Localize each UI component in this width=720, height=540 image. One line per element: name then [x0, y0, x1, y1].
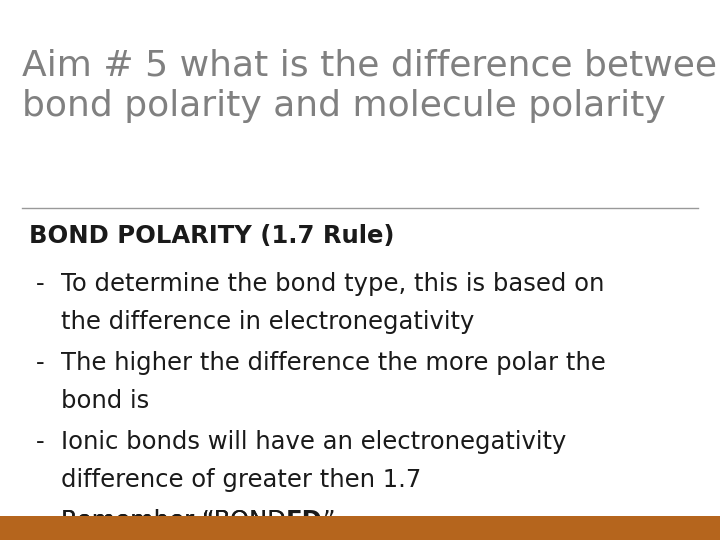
Text: ”: ” [323, 509, 336, 533]
Text: Remember “BOND: Remember “BOND [61, 509, 286, 533]
Text: Remember “BOND: Remember “BOND [61, 509, 286, 533]
Text: The higher the difference the more polar the: The higher the difference the more polar… [61, 351, 606, 375]
Text: ED: ED [286, 509, 323, 533]
Text: Aim # 5 what is the difference between
bond polarity and molecule polarity: Aim # 5 what is the difference between b… [22, 49, 720, 123]
Text: difference of greater then 1.7: difference of greater then 1.7 [61, 468, 422, 492]
Text: -: - [36, 430, 45, 454]
Text: BOND POLARITY (1.7 Rule): BOND POLARITY (1.7 Rule) [29, 224, 395, 248]
Text: bond is: bond is [61, 389, 150, 413]
Text: To determine the bond type, this is based on: To determine the bond type, this is base… [61, 272, 605, 296]
Text: Ionic bonds will have an electronegativity: Ionic bonds will have an electronegativi… [61, 430, 567, 454]
Text: -: - [36, 351, 45, 375]
Text: the difference in electronegativity: the difference in electronegativity [61, 310, 474, 334]
Text: -: - [36, 272, 45, 296]
Text: -: - [36, 509, 45, 533]
